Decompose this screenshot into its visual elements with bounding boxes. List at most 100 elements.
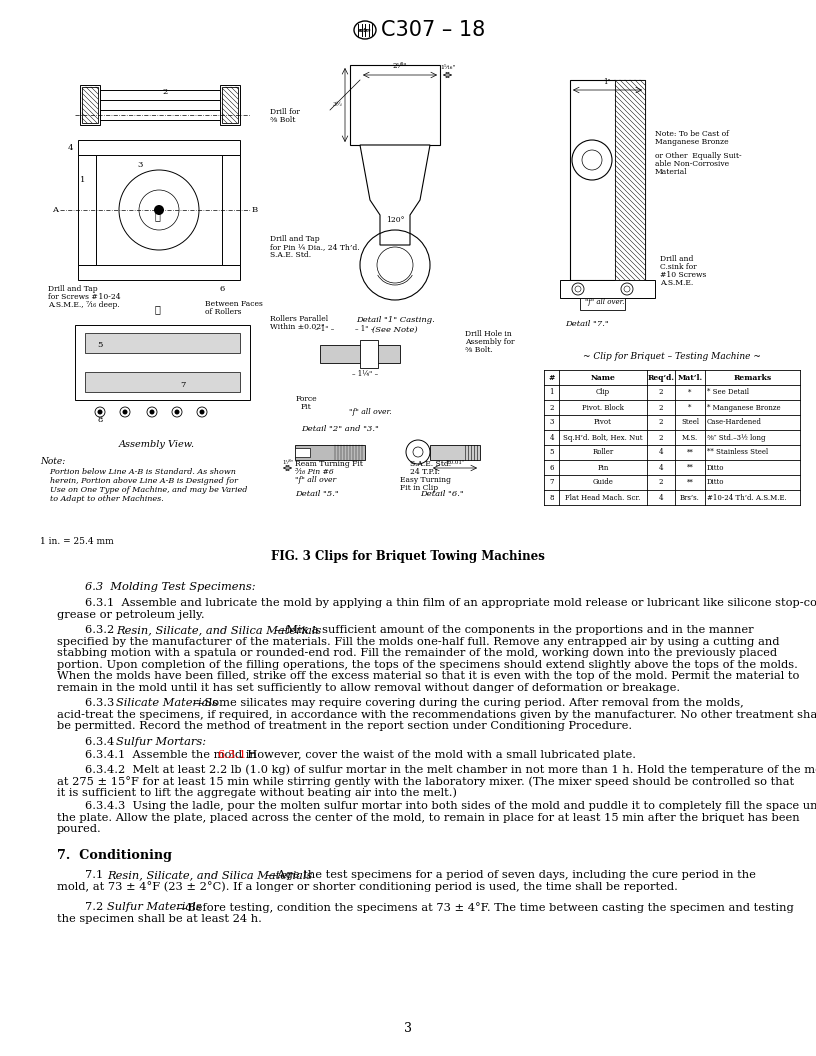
Text: Sulfur Mortars:: Sulfur Mortars: bbox=[116, 737, 206, 747]
Text: 1⁵⁄₁₆": 1⁵⁄₁₆" bbox=[441, 65, 455, 70]
Bar bbox=[78, 155, 96, 265]
Text: . However, cover the waist of the mold with a small lubricated plate.: . However, cover the waist of the mold w… bbox=[240, 751, 636, 760]
Text: Drill Hole in: Drill Hole in bbox=[465, 329, 512, 338]
Text: 4: 4 bbox=[67, 144, 73, 152]
Text: B: B bbox=[252, 206, 258, 214]
Text: for Pin ¼ Dia., 24 Th’d.: for Pin ¼ Dia., 24 Th’d. bbox=[270, 243, 360, 251]
Bar bbox=[350, 65, 440, 145]
Bar bbox=[78, 265, 240, 280]
Text: Manganese Bronze: Manganese Bronze bbox=[655, 138, 729, 146]
Bar bbox=[100, 90, 220, 100]
Text: of Rollers: of Rollers bbox=[205, 308, 242, 316]
Text: 6.3.4.3  Using the ladle, pour the molten sulfur mortar into both sides of the m: 6.3.4.3 Using the ladle, pour the molten… bbox=[85, 802, 816, 811]
Circle shape bbox=[149, 410, 154, 415]
Text: Silicate Materials: Silicate Materials bbox=[116, 698, 218, 709]
Text: "f" all over.: "f" all over. bbox=[348, 408, 392, 416]
Text: 1": 1" bbox=[603, 78, 611, 86]
Bar bbox=[85, 333, 240, 353]
Text: 8: 8 bbox=[97, 416, 103, 425]
Text: Note:: Note: bbox=[40, 457, 65, 466]
Bar bbox=[570, 80, 645, 280]
Text: A: A bbox=[52, 206, 58, 214]
Text: * See Detail: * See Detail bbox=[707, 389, 749, 396]
Text: Note: To be Cast of: Note: To be Cast of bbox=[655, 130, 729, 138]
Polygon shape bbox=[360, 145, 430, 245]
Text: Req’d.: Req’d. bbox=[648, 374, 675, 381]
Text: 6: 6 bbox=[220, 285, 225, 293]
Text: "f" all over: "f" all over bbox=[295, 476, 336, 484]
Circle shape bbox=[406, 440, 430, 464]
Text: 2: 2 bbox=[659, 434, 663, 441]
Text: ±0.01": ±0.01" bbox=[446, 460, 464, 465]
Text: 8: 8 bbox=[549, 493, 554, 502]
Text: Guide: Guide bbox=[592, 478, 614, 487]
Text: Assembly View.: Assembly View. bbox=[119, 440, 195, 449]
Text: 2⅟⁸": 2⅟⁸" bbox=[392, 62, 407, 70]
Text: C307 – 18: C307 – 18 bbox=[381, 20, 486, 40]
Text: Resin, Silicate, and Silica Materials: Resin, Silicate, and Silica Materials bbox=[116, 625, 322, 635]
Bar bbox=[82, 87, 98, 122]
Text: Detail "5.": Detail "5." bbox=[295, 490, 339, 498]
Text: A.S.M.E., ⁷⁄₁₆ deep.: A.S.M.E., ⁷⁄₁₆ deep. bbox=[48, 301, 120, 309]
Text: ** Stainless Steel: ** Stainless Steel bbox=[707, 449, 768, 456]
Text: Between Faces: Between Faces bbox=[205, 300, 263, 308]
Bar bbox=[222, 87, 238, 122]
Text: Pivot: Pivot bbox=[594, 418, 612, 427]
Text: 120°: 120° bbox=[386, 216, 404, 224]
Text: Drill and: Drill and bbox=[660, 254, 694, 263]
Text: – 1" –: – 1" – bbox=[356, 325, 375, 333]
Text: FIG. 3 Clips for Briquet Towing Machines: FIG. 3 Clips for Briquet Towing Machines bbox=[271, 550, 545, 563]
Bar bbox=[85, 372, 240, 392]
Text: Fit in Clip: Fit in Clip bbox=[400, 484, 438, 492]
Text: 4: 4 bbox=[549, 434, 554, 441]
Text: *: * bbox=[689, 389, 692, 396]
Bar bbox=[80, 84, 100, 125]
Text: 6.3  Molding Test Specimens:: 6.3 Molding Test Specimens: bbox=[85, 582, 255, 592]
Text: portion. Upon completion of the filling operations, the tops of the specimens sh: portion. Upon completion of the filling … bbox=[57, 660, 798, 670]
Text: ⅜″ Std.–3½ long: ⅜″ Std.–3½ long bbox=[707, 434, 765, 441]
Text: 4: 4 bbox=[659, 464, 663, 471]
Bar bbox=[222, 155, 240, 265]
Text: Sulfur Materials: Sulfur Materials bbox=[107, 902, 202, 912]
Text: Force: Force bbox=[295, 395, 317, 403]
Bar bbox=[220, 84, 240, 125]
Bar bbox=[430, 445, 480, 460]
Text: Drill and Tap: Drill and Tap bbox=[270, 235, 320, 243]
Text: 6.3.3: 6.3.3 bbox=[85, 698, 122, 709]
Text: 24 T.P.I.: 24 T.P.I. bbox=[410, 468, 440, 476]
Text: be permitted. Record the method of treatment in the report section under Conditi: be permitted. Record the method of treat… bbox=[57, 721, 632, 731]
Text: 6.3.1  Assemble and lubricate the mold by applying a thin film of an appropriate: 6.3.1 Assemble and lubricate the mold by… bbox=[85, 598, 816, 608]
Text: 6.3.1: 6.3.1 bbox=[218, 751, 247, 760]
Text: 6.3.2: 6.3.2 bbox=[85, 625, 122, 635]
Text: 7: 7 bbox=[549, 478, 554, 487]
Text: the plate. Allow the plate, placed across the center of the mold, to remain in p: the plate. Allow the plate, placed acros… bbox=[57, 812, 800, 823]
Text: Assembly for: Assembly for bbox=[465, 338, 515, 346]
Text: 5: 5 bbox=[97, 341, 103, 348]
Text: 2: 2 bbox=[659, 389, 663, 396]
Text: Portion below Line A-B is Standard. As shown: Portion below Line A-B is Standard. As s… bbox=[40, 468, 236, 476]
Bar bbox=[78, 140, 240, 155]
Text: Ditto: Ditto bbox=[707, 478, 725, 487]
Circle shape bbox=[199, 410, 205, 415]
Text: 7.  Conditioning: 7. Conditioning bbox=[57, 849, 172, 863]
Text: #10 Screws: #10 Screws bbox=[660, 271, 707, 279]
Text: * Manganese Bronze: * Manganese Bronze bbox=[707, 403, 781, 412]
Text: When the molds have been filled, strike off the excess material so that it is ev: When the molds have been filled, strike … bbox=[57, 672, 800, 681]
Text: Resin, Silicate, and Silica Materials: Resin, Silicate, and Silica Materials bbox=[107, 870, 313, 880]
Text: Clip: Clip bbox=[596, 389, 610, 396]
Text: #10-24 Th’d. A.S.M.E.: #10-24 Th’d. A.S.M.E. bbox=[707, 493, 787, 502]
Bar bbox=[615, 80, 645, 280]
Text: A.S.M.E.: A.S.M.E. bbox=[660, 279, 694, 287]
Text: Detail "2" and "3.": Detail "2" and "3." bbox=[301, 425, 379, 433]
Text: 2: 2 bbox=[162, 88, 167, 96]
Circle shape bbox=[175, 410, 180, 415]
Text: 6: 6 bbox=[549, 464, 554, 471]
Text: it is sufficient to lift the aggregate without beating air into the melt.): it is sufficient to lift the aggregate w… bbox=[57, 788, 457, 798]
Bar bbox=[360, 340, 378, 367]
Text: able Non-Corrosive: able Non-Corrosive bbox=[655, 161, 730, 168]
Text: – 1¼" –: – 1¼" – bbox=[352, 370, 378, 378]
Text: 2: 2 bbox=[659, 403, 663, 412]
Text: C.sink for: C.sink for bbox=[660, 263, 697, 271]
Text: (See Note): (See Note) bbox=[372, 326, 418, 334]
Text: **: ** bbox=[686, 464, 694, 471]
